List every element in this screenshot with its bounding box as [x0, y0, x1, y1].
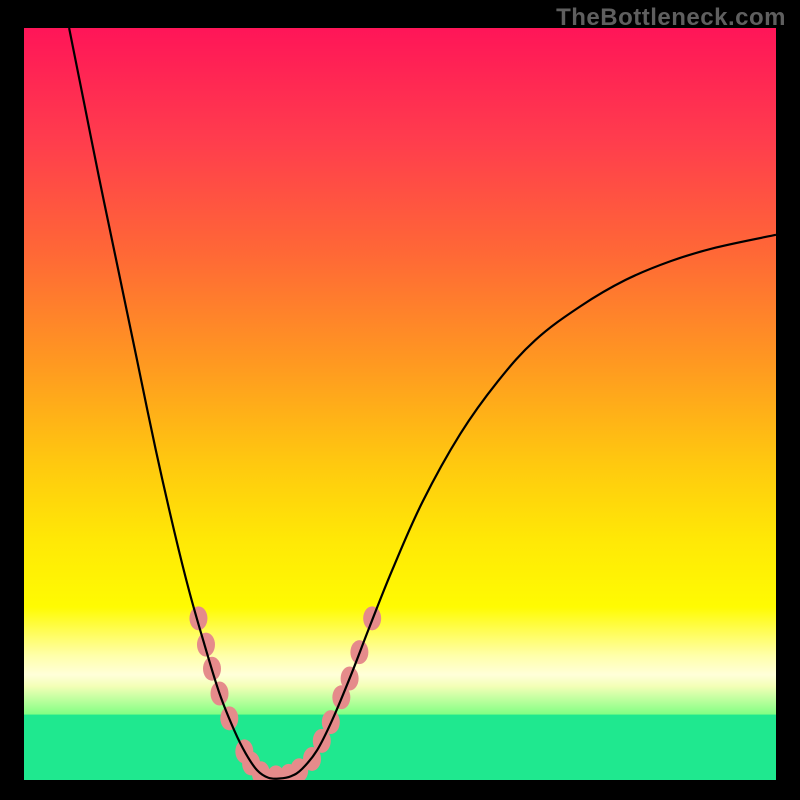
canvas: TheBottleneck.com [0, 0, 800, 800]
plot-svg [24, 28, 776, 780]
plot-area [24, 28, 776, 780]
green-band [24, 715, 776, 780]
gradient-bg [24, 28, 776, 780]
